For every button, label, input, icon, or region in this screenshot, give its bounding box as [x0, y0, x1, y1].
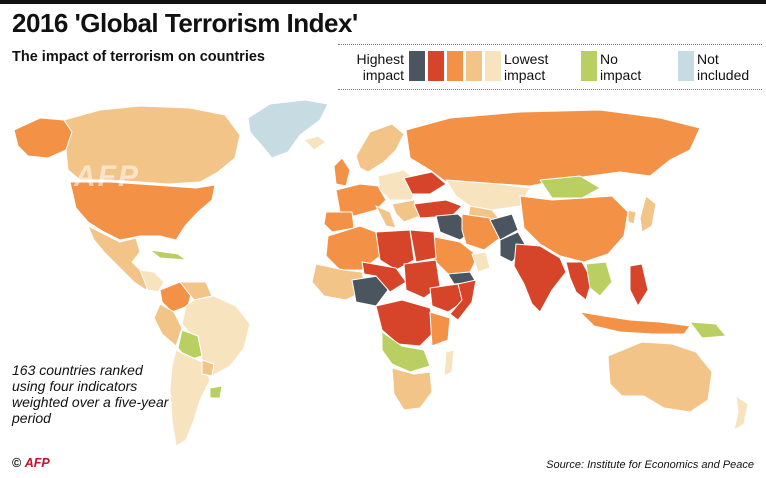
scandinavia-region: [355, 123, 405, 173]
mongolia-region: [539, 175, 601, 199]
credit: © AFP: [12, 456, 50, 470]
new-zealand-region: [733, 395, 749, 431]
legend-lowest-label: Lowest impact: [504, 51, 548, 83]
indochina-region: [585, 261, 613, 297]
indonesia-region: [579, 311, 691, 335]
turkey-region: [413, 199, 463, 219]
legend-no-impact-label: No impact: [600, 51, 641, 83]
watermark-bottom: AFP: [478, 352, 544, 385]
usa-region: [69, 181, 216, 241]
kazakhstan-region: [445, 179, 531, 211]
legend-swatch-5: [485, 51, 501, 81]
myanmar-thailand-region: [565, 261, 593, 301]
top-rule: [0, 0, 766, 4]
egypt-region: [409, 229, 437, 263]
legend-swatch-3: [447, 51, 463, 81]
page-subtitle: The impact of terrorism on countries: [12, 49, 265, 65]
legend-not-included-label: Not included: [697, 51, 749, 83]
page-title: 2016 'Global Terrorism Index': [12, 8, 358, 38]
italy-region: [375, 205, 397, 229]
legend-lowest-line1: Lowest: [504, 51, 549, 67]
korea-region: [627, 209, 637, 225]
australia-region: [607, 341, 713, 413]
southern-africa-north-region: [381, 331, 431, 373]
source-note: Source: Institute for Economics and Peac…: [546, 459, 754, 471]
niger-chad-region: [361, 261, 407, 293]
iberia-region: [323, 211, 355, 233]
watermark-top: AFP: [74, 160, 140, 193]
legend-excluded-line1: Not: [697, 51, 719, 67]
iceland-region: [303, 135, 327, 151]
caribbean-region: [149, 249, 187, 261]
balkans-region: [391, 199, 421, 223]
canada-region: [63, 105, 241, 185]
legend-lowest-line2: impact: [504, 67, 546, 83]
paraguay-region: [201, 359, 215, 377]
peru-region: [153, 303, 183, 347]
legend-swatch-1: [409, 51, 425, 81]
copyright-symbol: ©: [12, 456, 22, 470]
india-region: [513, 243, 567, 313]
russia-region: [405, 109, 701, 187]
central-america-region: [139, 269, 165, 293]
east-africa-region: [429, 311, 451, 347]
afp-logo: AFP: [24, 456, 50, 470]
legend-none-line2: impact: [600, 67, 642, 83]
bolivia-region: [177, 329, 203, 361]
alaska-region: [13, 117, 73, 159]
ukraine-region: [403, 171, 447, 195]
world-map: [13, 99, 749, 447]
oman-region: [471, 251, 491, 273]
legend: Highest impact Lowest impact No impact N…: [338, 44, 762, 90]
legend-swatch-4: [466, 51, 482, 81]
southern-africa-region: [391, 367, 433, 411]
legend-swatch-no-impact: [581, 51, 597, 81]
nigeria-region: [351, 275, 389, 307]
legend-highest-label: Highest impact: [352, 51, 404, 83]
legend-none-line1: No: [600, 51, 618, 67]
uk-region: [333, 157, 351, 187]
philippines-region: [629, 263, 649, 307]
brazil-region: [181, 295, 251, 377]
uruguay-region: [209, 385, 223, 399]
north-africa-west-region: [325, 225, 381, 271]
greenland-region: [247, 99, 329, 159]
iran-region: [461, 213, 501, 251]
legend-swatch-2: [428, 51, 444, 81]
papua-region: [689, 321, 727, 339]
legend-excluded-line2: included: [697, 67, 750, 83]
legend-swatch-not-included: [678, 51, 694, 81]
legend-highest-line2: impact: [362, 67, 404, 83]
china-region: [519, 195, 629, 263]
central-africa-region: [375, 299, 437, 347]
japan-region: [639, 195, 657, 233]
legend-highest-line1: Highest: [356, 51, 404, 67]
somalia-region: [449, 279, 477, 321]
afghanistan-region: [489, 213, 519, 241]
methodology-note: 163 countries ranked using four indicato…: [12, 362, 169, 426]
madagascar-region: [443, 349, 455, 377]
